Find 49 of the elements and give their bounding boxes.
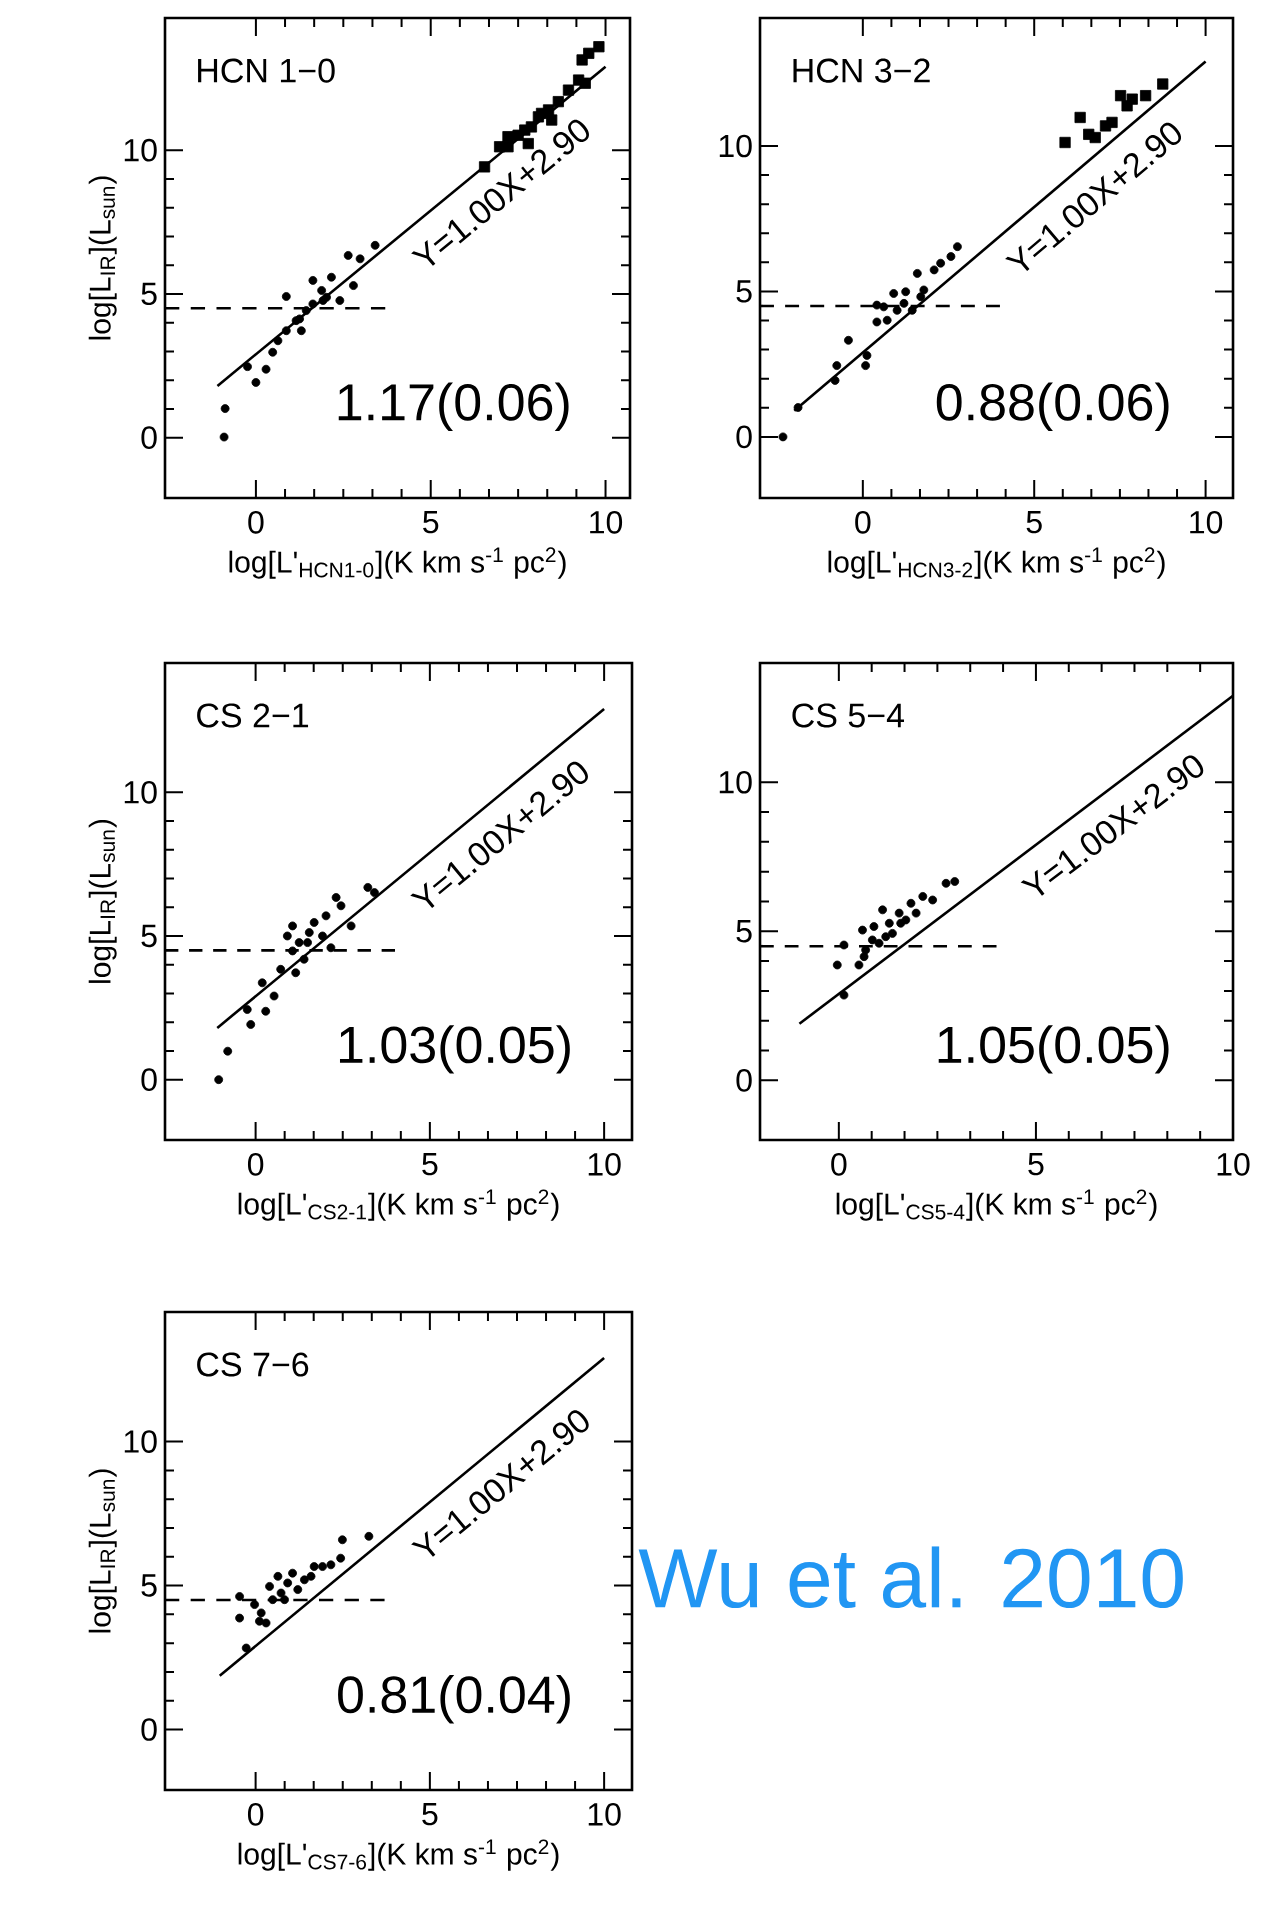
y-tick-label: 10 — [124, 1430, 157, 1453]
x-tick-label: 10 — [588, 1153, 621, 1176]
x-tick-label: 10 — [1217, 1153, 1250, 1176]
x-tick-label: 0 — [247, 1803, 264, 1826]
x-axis-title: log[L'$_{CS7-6}$](K km s$^{-1}$ pc$^{2}$) — [238, 1839, 559, 1871]
y-tick-label: 5 — [141, 282, 157, 306]
x-axis-title: log[L'$_{CS5-4}$](K km s$^{-1}$ pc$^{2}$) — [836, 1189, 1157, 1221]
x-tick-label: 0 — [831, 1153, 847, 1176]
text: Wu et al. 2010 — [638, 1546, 1183, 1609]
y-tick-label: 0 — [141, 426, 157, 449]
y-tick-label: 10 — [124, 780, 157, 804]
y-tick-label: 0 — [141, 1718, 157, 1741]
annotation: 1.03(0.05) — [339, 1025, 570, 1074]
x-tick-label: 10 — [590, 511, 623, 534]
x-tick-label: 5 — [1028, 1153, 1044, 1176]
y-tick-label: 10 — [124, 138, 157, 162]
text: HCN 3−2 — [793, 58, 930, 83]
y-axis-title: log[L$_{IR}$](L$_{sun}$) — [88, 176, 117, 340]
y-tick-label: 0 — [736, 425, 752, 449]
text: CS 7−6 — [197, 1352, 309, 1377]
x-tick-label: 10 — [588, 1803, 621, 1826]
text: HCN 1−0 — [198, 58, 335, 83]
annotation: 0.88(0.06) — [936, 382, 1169, 432]
y-tick-label: 10 — [719, 134, 752, 158]
text: CS 5−4 — [792, 703, 905, 728]
x-tick-label: 5 — [422, 1803, 438, 1826]
text: CS 2−1 — [197, 703, 309, 728]
x-axis-title: log[L'$_{HCN3-2}$](K km s$^{-1}$ pc$^{2}$) — [828, 547, 1165, 579]
y-tick-label: 5 — [736, 280, 752, 303]
x-tick-label: 5 — [423, 511, 439, 534]
annotation: 1.05(0.05) — [938, 1025, 1169, 1074]
annotation: 1.17(0.06) — [338, 382, 569, 432]
y-tick-label: 5 — [141, 924, 157, 948]
y-axis-title: log[L$_{IR}$](L$_{sun}$) — [88, 1469, 117, 1633]
y-tick-label: 0 — [141, 1068, 157, 1091]
x-axis-title: log[L'$_{HCN1-0}$](K km s$^{-1}$ pc$^{2}$) — [229, 547, 566, 579]
y-tick-label: 5 — [141, 1574, 157, 1597]
x-tick-label: 5 — [422, 1153, 438, 1176]
y-tick-label: 5 — [736, 920, 752, 943]
x-tick-label: 0 — [247, 1153, 264, 1176]
x-tick-label: 0 — [855, 511, 871, 534]
annotation: 0.81(0.04) — [338, 1674, 570, 1724]
x-axis-title: log[L'$_{CS2-1}$](K km s$^{-1}$ pc$^{2}$) — [238, 1189, 559, 1221]
x-tick-label: 0 — [248, 511, 264, 534]
y-axis-title: log[L$_{IR}$](L$_{sun}$) — [88, 819, 117, 983]
x-tick-label: 10 — [1190, 511, 1223, 534]
x-tick-label: 5 — [1026, 511, 1042, 534]
y-tick-label: 10 — [719, 770, 752, 794]
y-tick-label: 0 — [736, 1069, 752, 1092]
